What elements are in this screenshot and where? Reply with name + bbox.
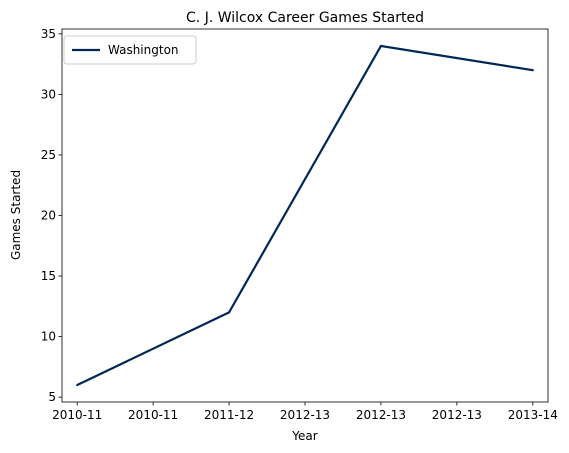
x-tick-label: 2011-12 xyxy=(204,408,254,422)
series-line-washington xyxy=(76,44,533,387)
legend: Washington xyxy=(63,35,197,65)
series-layer xyxy=(76,44,534,387)
legend-label-washington: Washington xyxy=(108,43,179,57)
plot-area-frame xyxy=(61,28,549,403)
x-axis-ticks: 2010-11 2010-11 2011-12 2012-13 2012-13 2012-… xyxy=(52,402,558,422)
y-tick-label: 5 xyxy=(48,390,56,404)
x-tick-label: 2010-11 xyxy=(52,408,102,422)
data-point xyxy=(379,44,383,48)
data-point xyxy=(227,311,231,314)
y-axis-label: Games Started xyxy=(9,170,23,260)
data-point xyxy=(76,383,79,387)
x-tick-label: 2013-14 xyxy=(508,408,558,422)
x-tick-label: 2012-13 xyxy=(432,408,482,422)
y-tick-label: 35 xyxy=(41,27,56,41)
y-tick-label: 20 xyxy=(41,209,56,223)
y-axis-ticks: 5 10 15 20 25 30 35 xyxy=(41,27,62,404)
y-tick-label: 15 xyxy=(41,269,56,283)
legend-box xyxy=(63,35,197,65)
y-tick-label: 25 xyxy=(41,148,56,162)
chart-title: C. J. Wilcox Career Games Started xyxy=(186,10,424,26)
y-tick-label: 30 xyxy=(41,87,56,101)
x-tick-label: 2012-13 xyxy=(356,408,406,422)
x-axis-label: Year xyxy=(291,429,317,443)
y-tick-label: 10 xyxy=(41,330,56,344)
x-tick-label: 2010-11 xyxy=(128,408,178,422)
x-tick-label: 2012-13 xyxy=(280,408,330,422)
data-point xyxy=(531,69,534,72)
